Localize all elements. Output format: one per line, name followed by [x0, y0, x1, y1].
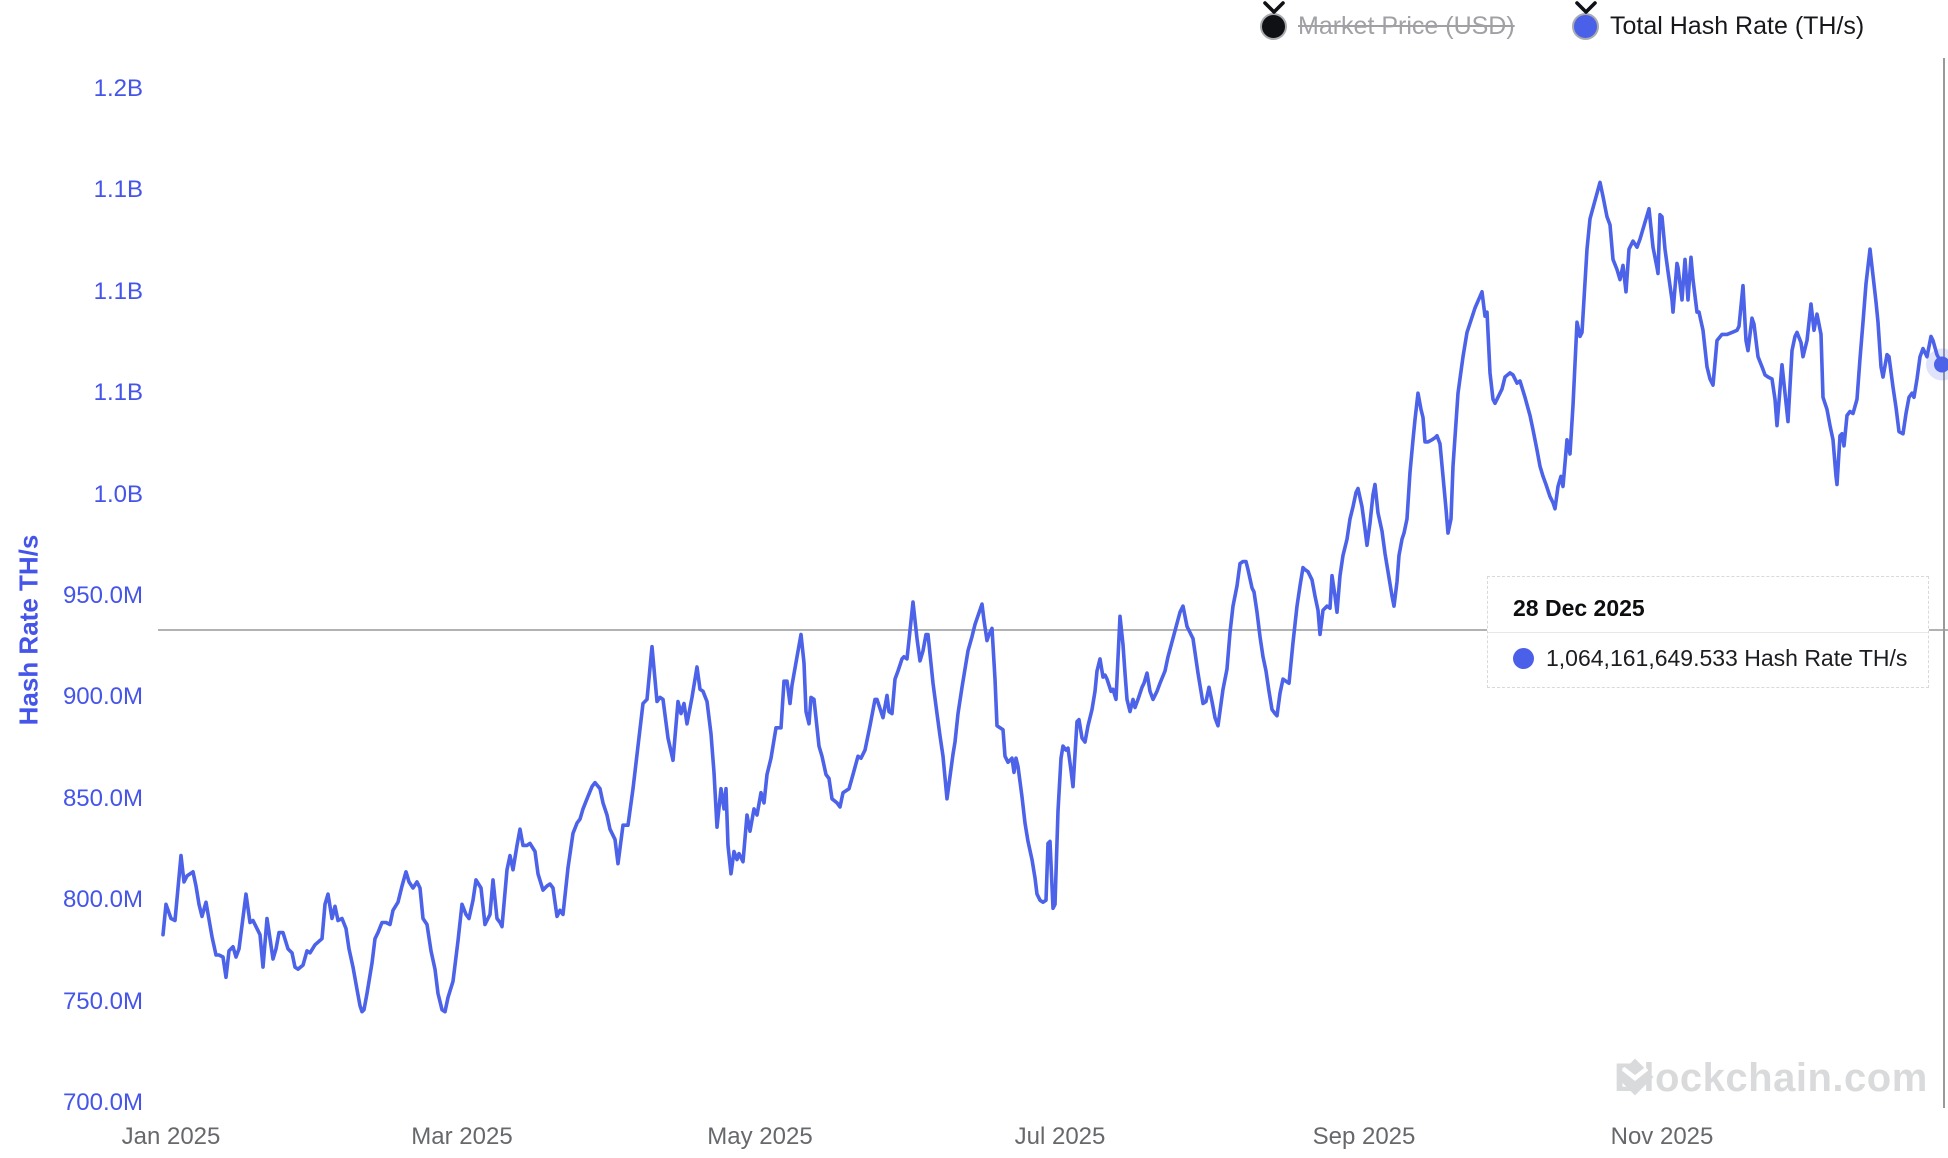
x-tick-label: Mar 2025 [411, 1123, 513, 1150]
market-price-series-dot-icon [1260, 12, 1287, 40]
y-tick-label: 800.0M [62, 886, 143, 914]
tooltip-value: 1,064,161,649.533 Hash Rate TH/s [1546, 645, 1908, 671]
legend-hash-rate-label: Total Hash Rate (TH/s) [1610, 11, 1865, 40]
chevron-down-icon [1575, 1, 1597, 14]
tooltip-divider [1488, 632, 1928, 633]
chevron-down-icon [1263, 1, 1285, 14]
y-tick-label: 1.0B [93, 480, 143, 508]
selected-point-marker [1934, 356, 1948, 373]
legend-item-market-price[interactable]: Market Price (USD) [1260, 1, 1515, 46]
y-tick-label: 900.0M [62, 683, 143, 711]
x-tick-label: Jan 2025 [121, 1123, 221, 1150]
y-tick-label: 850.0M [62, 784, 143, 812]
y-tick-label: 700.0M [62, 1089, 143, 1116]
legend-item-total-hash-rate[interactable]: Total Hash Rate (TH/s) [1572, 1, 1865, 46]
y-tick-label: 1.1B [93, 379, 143, 407]
x-tick-label: Jul 2025 [1014, 1123, 1106, 1150]
y-tick-label: 1.1B [93, 277, 143, 305]
blockchain-cube-logo-icon [1616, 1058, 1654, 1096]
x-tick-label: May 2025 [707, 1123, 813, 1150]
watermark-text: Blockchain.com [1614, 1056, 1928, 1100]
hash-rate-series-dot-icon [1572, 12, 1599, 40]
legend-market-price-label: Market Price (USD) [1298, 11, 1515, 40]
y-tick-label: 1.1B [93, 176, 143, 204]
tooltip-date: 28 Dec 2025 [1513, 595, 1645, 621]
y-tick-label: 1.2B [93, 75, 143, 102]
x-tick-label: Sep 2025 [1312, 1123, 1416, 1150]
y-tick-label: 950.0M [62, 582, 143, 609]
y-tick-label: 750.0M [62, 987, 143, 1015]
tooltip-series-dot-icon [1513, 648, 1534, 669]
blockchain-watermark: Blockchain.com [1614, 1056, 1928, 1101]
hash-rate-line-series [161, 180, 1944, 1014]
data-point-tooltip: 28 Dec 2025 1,064,161,649.533 Hash Rate … [1487, 576, 1929, 688]
x-tick-label: Nov 2025 [1610, 1123, 1714, 1150]
